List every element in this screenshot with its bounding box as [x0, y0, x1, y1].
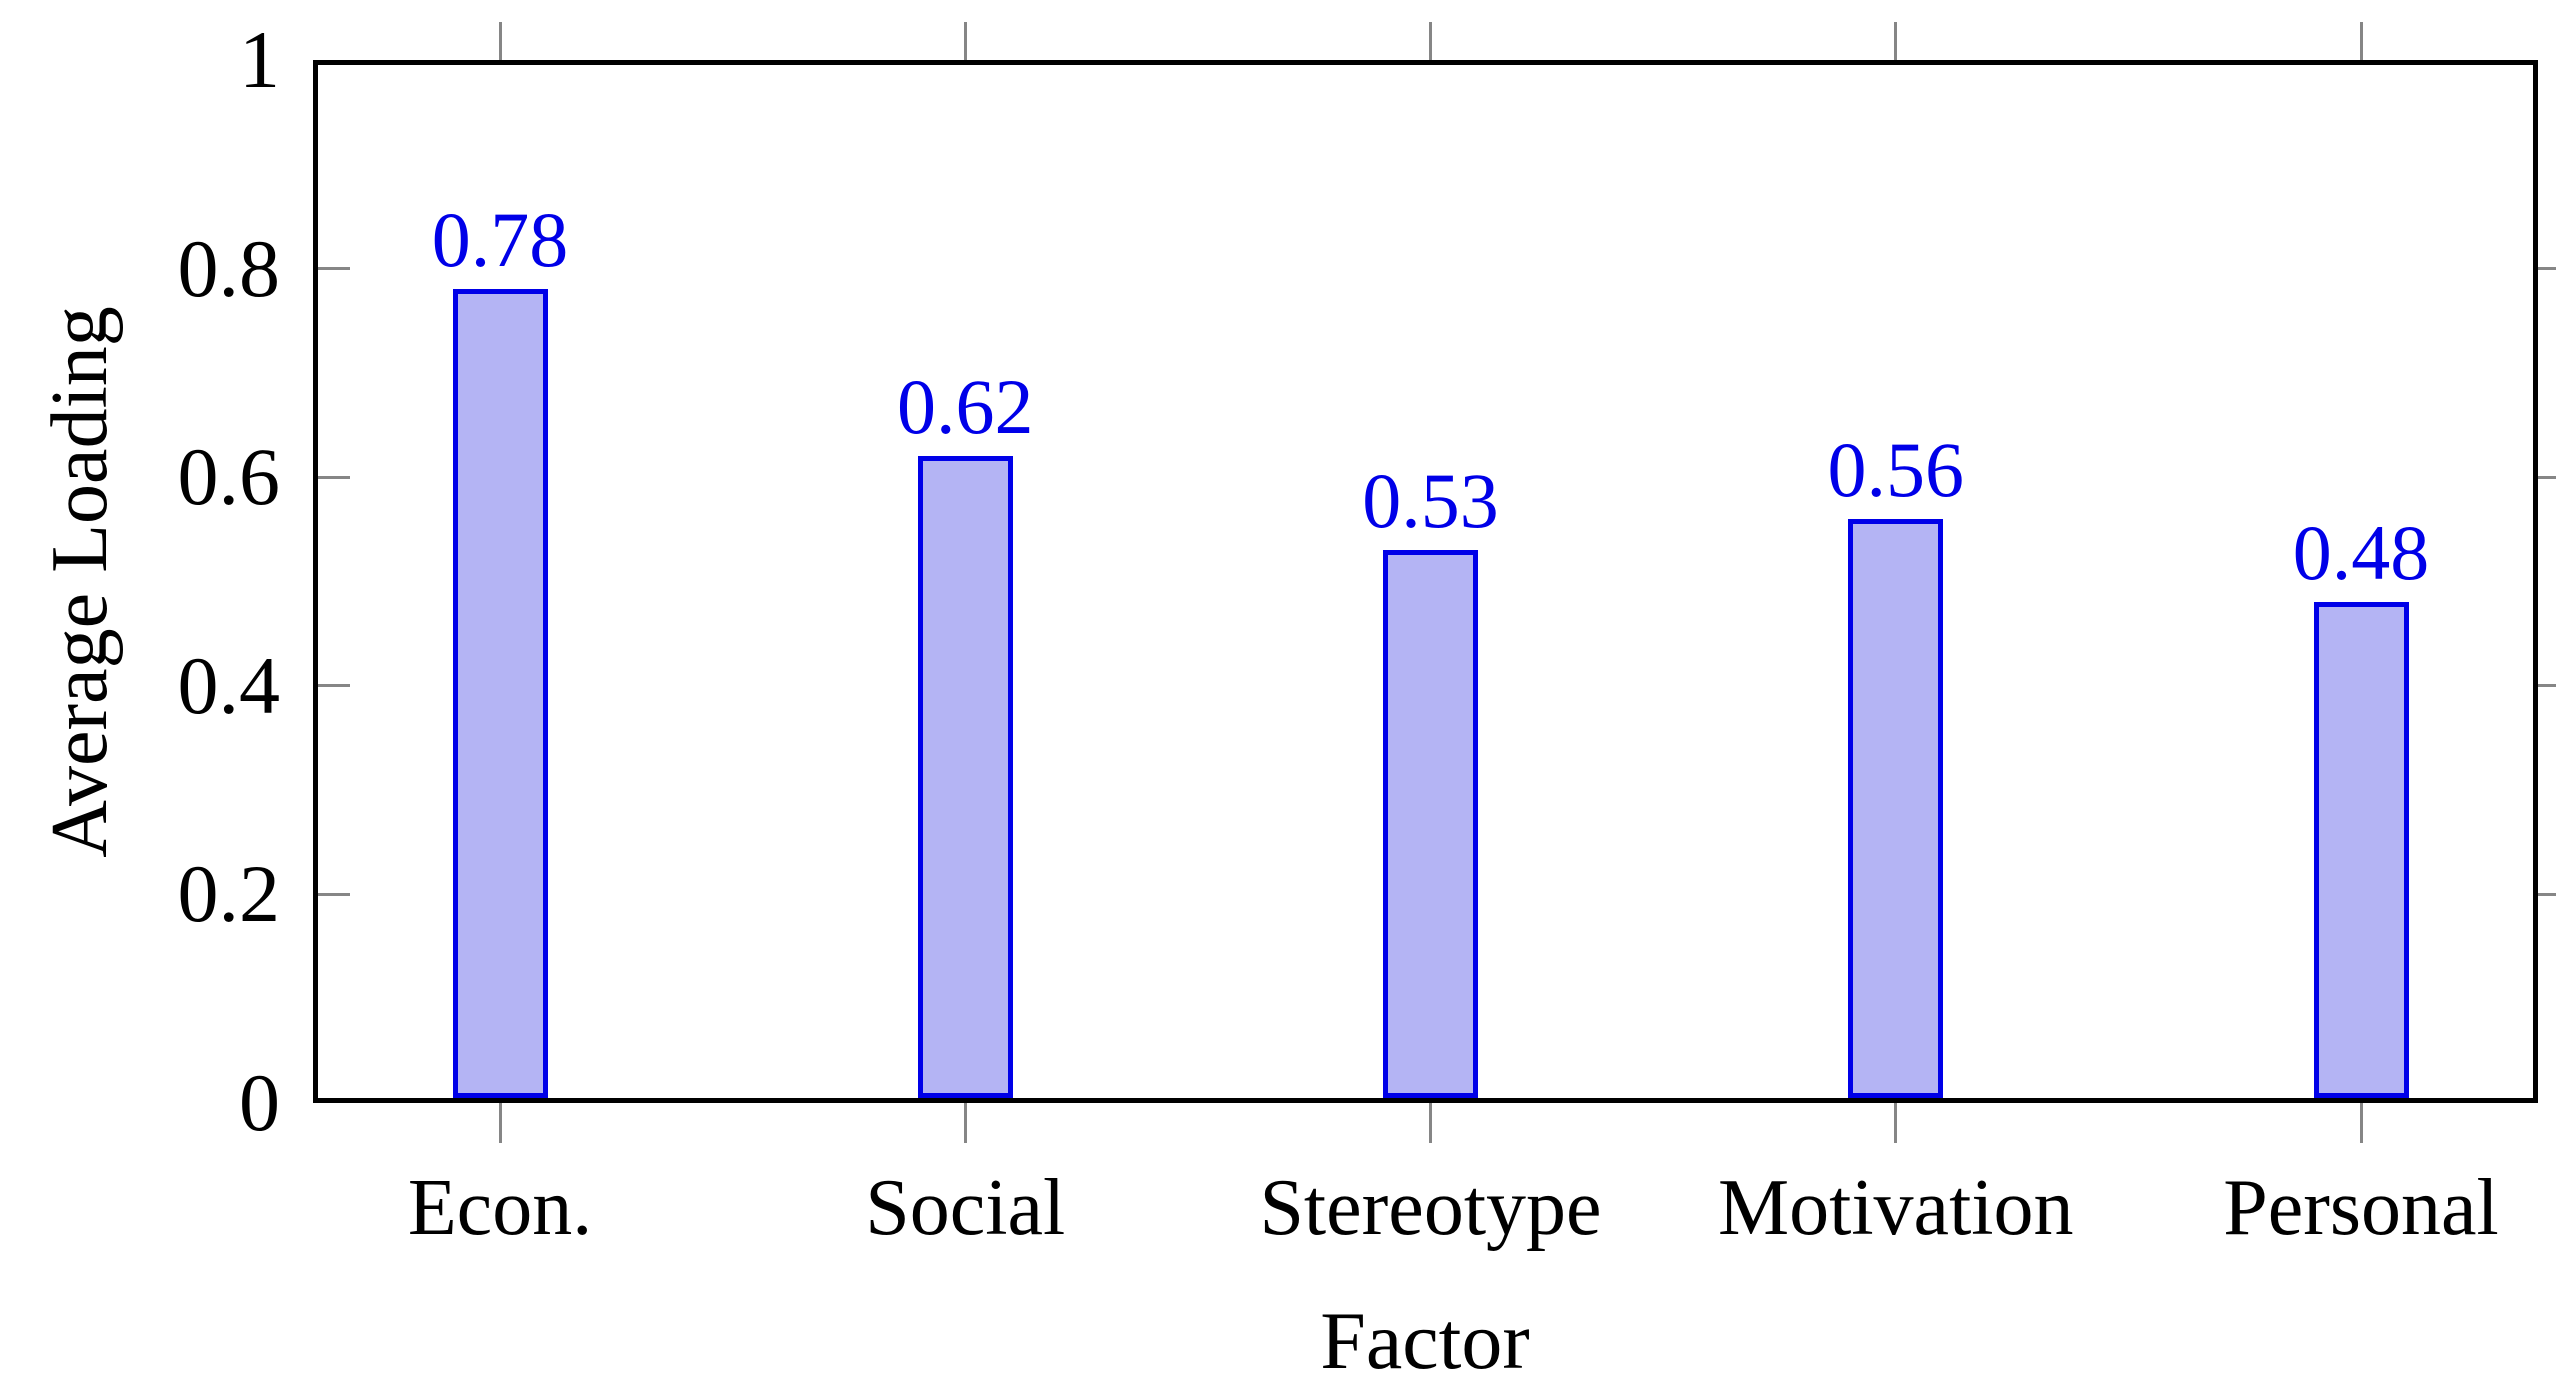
y-tick-mark-left	[318, 267, 350, 271]
bar	[917, 456, 1013, 1098]
y-tick-mark-right	[2538, 475, 2556, 479]
y-tick-label: 0.2	[177, 848, 281, 940]
bar	[2313, 602, 2409, 1098]
y-axis-label: Average Loading	[36, 306, 124, 858]
y-tick-label: 1	[239, 14, 280, 105]
bar	[1383, 550, 1478, 1098]
x-tick-mark-bottom	[1894, 1103, 1898, 1143]
bar-value-label: 0.78	[431, 196, 569, 283]
x-tick-mark-top	[498, 22, 502, 60]
bar-category-label: Stereotype	[1259, 1164, 1602, 1252]
y-tick-label: 0.4	[177, 639, 281, 731]
bar-value-label: 0.53	[1362, 457, 1499, 544]
bar-category-label: Social	[865, 1164, 1066, 1252]
x-tick-mark-top	[1429, 22, 1432, 60]
x-tick-mark-bottom	[2359, 1103, 2363, 1143]
y-tick-label: 0.6	[177, 431, 281, 523]
y-tick-mark-left	[318, 892, 350, 896]
y-tick-label: 0	[239, 1057, 280, 1148]
x-tick-mark-bottom	[963, 1103, 967, 1143]
bar	[1848, 519, 1944, 1098]
bar-value-label: 0.56	[1827, 426, 1965, 513]
y-tick-mark-left	[318, 684, 350, 688]
x-axis-label: Factor	[1320, 1295, 1530, 1386]
bar-value-label: 0.62	[897, 363, 1034, 450]
x-tick-mark-top	[1894, 22, 1898, 60]
x-tick-mark-bottom	[1429, 1103, 1432, 1143]
bar-category-label: Econ.	[407, 1164, 593, 1252]
bar-category-label: Motivation	[1717, 1164, 2074, 1252]
y-tick-mark-left	[318, 475, 350, 479]
y-tick-mark-right	[2538, 892, 2556, 896]
y-tick-mark-right	[2538, 267, 2556, 271]
bar-category-label: Personal	[2223, 1164, 2499, 1252]
bar	[452, 289, 548, 1098]
x-tick-mark-top	[2359, 22, 2363, 60]
bar-value-label: 0.48	[2292, 509, 2430, 596]
y-tick-mark-right	[2538, 684, 2556, 688]
x-tick-mark-top	[963, 22, 967, 60]
y-tick-label: 0.8	[177, 222, 281, 314]
x-tick-mark-bottom	[498, 1103, 502, 1143]
